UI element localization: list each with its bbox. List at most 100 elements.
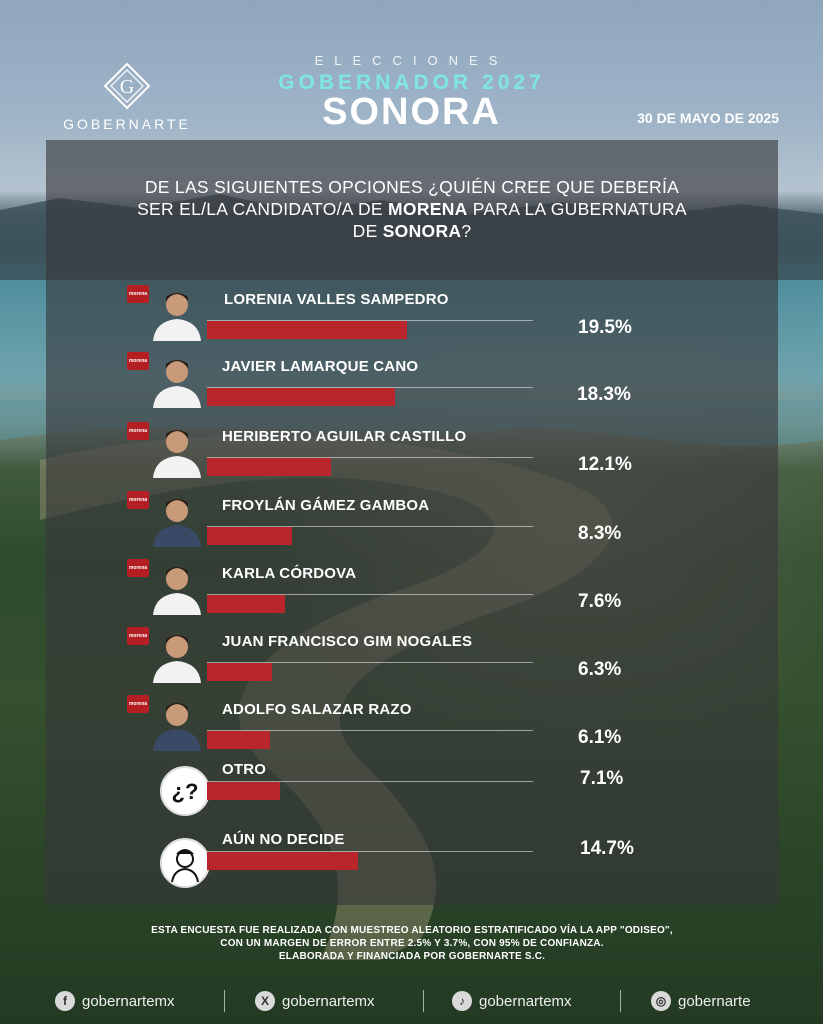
social-tiktok[interactable]: ♪ gobernartemx: [452, 990, 572, 1012]
facebook-icon: f: [55, 991, 75, 1011]
bar-track: [207, 526, 533, 527]
candidate-photo: [147, 627, 207, 683]
survey-question: DE LAS SIGUIENTES OPCIONES ¿QUIÉN CREE Q…: [46, 176, 778, 242]
bar: [207, 663, 272, 681]
question-line-2: SER EL/LA CANDIDATO/A DE MORENA PARA LA …: [46, 198, 778, 220]
value-label: 14.7%: [580, 838, 634, 859]
methodology-line-3: ELABORADA Y FINANCIADA POR GOBERNARTE S.…: [46, 950, 778, 963]
logo-text: GOBERNARTE: [63, 116, 191, 132]
category-label: JAVIER LAMARQUE CANO: [222, 358, 419, 375]
header-kicker: ELECCIONES: [314, 53, 509, 68]
header-title: SONORA: [322, 91, 501, 133]
methodology-confidence: 95% DE CONFIANZA: [499, 938, 601, 949]
chart-row: morena HERIBERTO AGUILAR CASTILLO 12.1%: [0, 420, 823, 480]
methodology-line-1-pre: ESTA ENCUESTA FUE REALIZADA CON MUESTREO…: [151, 925, 596, 936]
social-handle: gobernartemx: [479, 992, 572, 1010]
methodology-line-3-pre: ELABORADA Y FINANCIADA POR: [278, 951, 449, 962]
category-label: ADOLFO SALAZAR RAZO: [222, 701, 412, 718]
candidate-photo: [147, 352, 207, 408]
methodology-company: GOBERNARTE S.C.: [448, 951, 546, 962]
chart-row: morena LORENIA VALLES SAMPEDRO 19.5%: [0, 283, 823, 343]
category-label: OTRO: [222, 761, 267, 778]
question-line-1: DE LAS SIGUIENTES OPCIONES ¿QUIÉN CREE Q…: [144, 177, 680, 197]
question-state: SONORA: [382, 221, 462, 241]
methodology-line-2-post: .: [600, 938, 604, 949]
bar: [207, 458, 331, 476]
social-divider: [620, 990, 621, 1012]
question-mark-icon: ¿?: [160, 766, 210, 816]
chart-row: AÚN NO DECIDE 14.7%: [0, 831, 823, 892]
morena-badge: morena: [127, 352, 149, 370]
svg-text:G: G: [120, 76, 134, 98]
chart-row: morena ADOLFO SALAZAR RAZO 6.1%: [0, 693, 823, 753]
candidate-photo: [147, 422, 207, 478]
chart-row: morena JAVIER LAMARQUE CANO 18.3%: [0, 350, 823, 410]
social-handle: gobernarte: [678, 992, 751, 1010]
bar: [207, 731, 270, 749]
candidate-photo: [147, 559, 207, 615]
social-divider: [423, 990, 424, 1012]
bar: [207, 595, 285, 613]
value-label: 7.6%: [578, 591, 622, 612]
social-divider: [224, 990, 225, 1012]
social-x[interactable]: X gobernartemx: [255, 990, 375, 1012]
logo-diamond-icon: G: [103, 62, 151, 110]
morena-badge: morena: [127, 285, 149, 303]
chart-row: ¿? OTRO 7.1%: [0, 761, 823, 822]
question-party: MORENA: [388, 199, 468, 219]
bar-track: [207, 730, 533, 731]
methodology-line-1: ESTA ENCUESTA FUE REALIZADA CON MUESTREO…: [46, 924, 778, 937]
question-line-2-post: PARA LA GUBERNATURA: [467, 199, 687, 219]
bar-track: [207, 320, 533, 321]
survey-date: 30 DE MAYO DE 2025: [637, 110, 779, 126]
question-line-3-pre: DE: [352, 221, 383, 241]
svg-text:¿?: ¿?: [172, 779, 199, 804]
social-instagram[interactable]: ◎ gobernarte: [651, 990, 751, 1012]
value-label: 6.3%: [578, 659, 622, 680]
gobernarte-logo: G GOBERNARTE: [52, 62, 202, 132]
methodology-line-2: CON UN MARGEN DE ERROR ENTRE 2.5% Y 3.7%…: [46, 937, 778, 950]
category-label: LORENIA VALLES SAMPEDRO: [224, 291, 449, 308]
methodology-app: APP "ODISEO": [595, 925, 670, 936]
bar: [207, 321, 407, 339]
bar-track: [207, 662, 533, 663]
morena-badge: morena: [127, 559, 149, 577]
bar-track: [207, 594, 533, 595]
tiktok-icon: ♪: [452, 991, 472, 1011]
question-line-3-post: ?: [461, 221, 472, 241]
question-line-2-pre: SER EL/LA CANDIDATO/A DE: [137, 199, 389, 219]
social-handle: gobernartemx: [82, 992, 175, 1010]
bar: [207, 527, 292, 545]
candidate-photo: [147, 695, 207, 751]
category-label: FROYLÁN GÁMEZ GAMBOA: [222, 497, 430, 514]
chart-row: morena FROYLÁN GÁMEZ GAMBOA 8.3%: [0, 489, 823, 549]
chart-row: morena JUAN FRANCISCO GIM NOGALES 6.3%: [0, 625, 823, 685]
question-line-3: DE SONORA?: [46, 220, 778, 242]
social-handle: gobernartemx: [282, 992, 375, 1010]
header-subtitle: GOBERNADOR 2027: [278, 71, 545, 94]
bar-track: [207, 387, 533, 388]
value-label: 7.1%: [580, 768, 624, 789]
undecided-person-icon: [160, 838, 210, 888]
value-label: 8.3%: [578, 523, 622, 544]
value-label: 18.3%: [577, 384, 631, 405]
x-icon: X: [255, 991, 275, 1011]
methodology-line-1-post: ,: [669, 925, 673, 936]
bar-track: [207, 851, 533, 852]
bar-track: [207, 781, 533, 782]
category-label: KARLA CÓRDOVA: [222, 565, 357, 582]
category-label: JUAN FRANCISCO GIM NOGALES: [222, 633, 473, 650]
bar-track: [207, 457, 533, 458]
instagram-icon: ◎: [651, 991, 671, 1011]
bar: [207, 782, 280, 800]
bar: [207, 852, 358, 870]
category-label: HERIBERTO AGUILAR CASTILLO: [222, 428, 467, 445]
methodology-note: ESTA ENCUESTA FUE REALIZADA CON MUESTREO…: [46, 924, 778, 963]
social-facebook[interactable]: f gobernartemx: [55, 990, 175, 1012]
chart-row: morena KARLA CÓRDOVA 7.6%: [0, 557, 823, 617]
morena-badge: morena: [127, 627, 149, 645]
morena-badge: morena: [127, 422, 149, 440]
morena-badge: morena: [127, 491, 149, 509]
morena-badge: morena: [127, 695, 149, 713]
candidate-photo: [147, 491, 207, 547]
